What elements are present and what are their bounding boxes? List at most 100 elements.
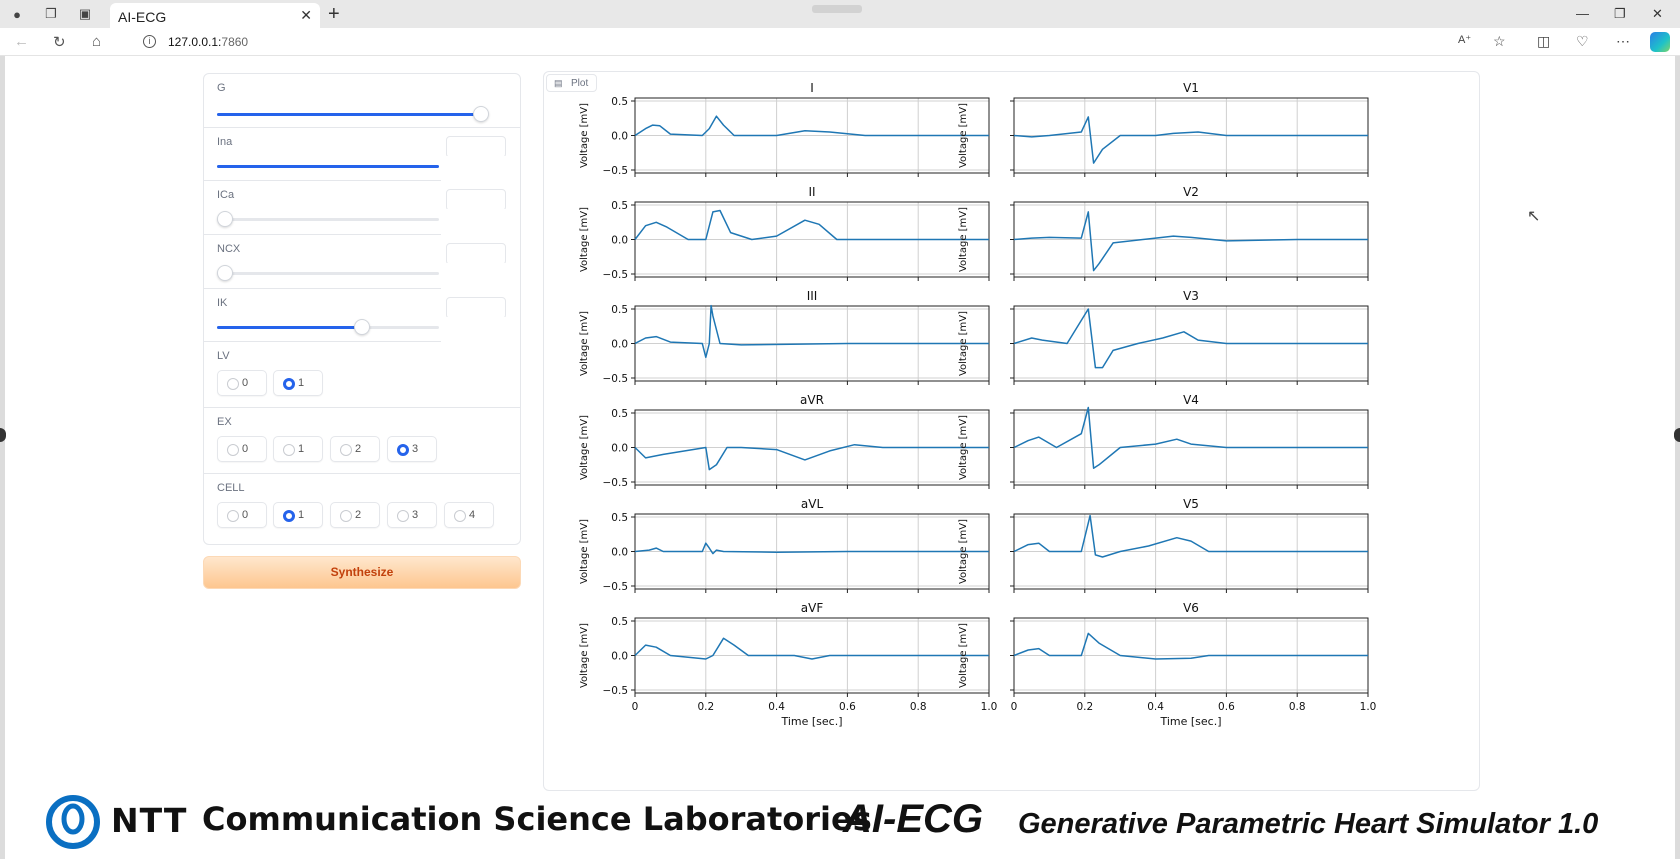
y-tick-label: 0.5	[611, 616, 628, 628]
slider-label-ina: Ina	[217, 136, 233, 148]
radio-group-label-cell: CELL	[217, 482, 245, 494]
y-axis-label: Voltage [mV]	[958, 519, 969, 584]
slider-label-ica: ICa	[217, 189, 235, 201]
slider-block-ina: Ina	[204, 128, 520, 188]
x-tick-label: 0.8	[1289, 701, 1306, 713]
radio-group-ex: EX 0 1 2 3	[204, 408, 520, 474]
app-page: G Ina ICa NCX	[5, 56, 1675, 856]
radio-option-label: 0	[242, 509, 249, 521]
radio-option-label: 0	[242, 377, 249, 389]
window-drag-handle[interactable]	[812, 5, 862, 13]
org-short-name: NTT	[111, 801, 188, 840]
ecg-trace-V6	[1013, 632, 1368, 660]
tab-actions-icon[interactable]: ▣	[78, 6, 92, 21]
x-tick-label: 0.2	[697, 701, 714, 713]
lead-title: aVR	[800, 393, 824, 407]
close-tab-icon[interactable]: ✕	[300, 7, 312, 23]
left-edge-handle[interactable]	[0, 428, 6, 442]
slider-block-ncx: NCX	[204, 235, 520, 295]
slider-ica[interactable]	[217, 211, 439, 227]
y-tick-label: 0.5	[611, 408, 628, 420]
y-axis-label: Voltage [mV]	[958, 207, 969, 272]
close-window-icon[interactable]: ✕	[1652, 6, 1663, 21]
x-axis-label: Time [sec.]	[780, 715, 842, 728]
lead-title: V4	[1183, 393, 1199, 407]
slider-ik[interactable]	[217, 319, 439, 335]
slider-g[interactable]	[217, 106, 489, 122]
slider-label-ncx: NCX	[217, 243, 241, 255]
lead-title: V1	[1183, 81, 1199, 95]
radio-option-label: 3	[412, 443, 419, 455]
y-tick-label: 0.0	[611, 131, 628, 143]
radio-ex-2[interactable]: 2	[330, 436, 380, 462]
lead-title: III	[807, 289, 818, 303]
radio-option-label: 1	[298, 377, 305, 389]
collections-icon[interactable]: ❐	[45, 6, 57, 21]
minimize-icon[interactable]: —	[1576, 6, 1589, 21]
radio-group-label-lv: LV	[217, 350, 230, 362]
slider-block-ica: ICa	[204, 181, 520, 241]
slider-thumb-g[interactable]	[473, 106, 489, 122]
y-axis-label: Voltage [mV]	[579, 519, 590, 584]
chart-icon: ▤	[554, 78, 563, 88]
radio-ex-0[interactable]: 0	[217, 436, 267, 462]
slider-ncx[interactable]	[217, 265, 439, 281]
x-tick-label: 0.4	[768, 701, 785, 713]
address-bar-row: ← ↻ ⌂ i 127.0.0.1:7860 A⁺ ☆ ◫ ♡ ⋯	[0, 28, 1680, 56]
new-tab-icon[interactable]: +	[328, 3, 340, 25]
number-input-ica[interactable]	[446, 189, 506, 211]
radio-lv-0[interactable]: 0	[217, 370, 267, 396]
x-tick-label: 1.0	[981, 701, 998, 713]
restore-icon[interactable]: ❐	[1614, 6, 1626, 21]
plot-badge: ▤ Plot	[546, 74, 598, 92]
more-menu-icon[interactable]: ⋯	[1616, 33, 1630, 49]
browser-tab[interactable]: AI-ECG ✕	[110, 3, 320, 28]
y-tick-label: 0.0	[611, 235, 628, 247]
y-axis-label: Voltage [mV]	[958, 623, 969, 688]
split-screen-icon[interactable]: ◫	[1537, 33, 1551, 49]
number-input-ncx[interactable]	[446, 243, 506, 265]
radio-cell-4[interactable]: 4	[444, 502, 494, 528]
y-tick-label: 0.0	[611, 547, 628, 559]
footer-banner: NTT Communication Science Laboratories A…	[5, 791, 1675, 859]
y-tick-label: 0.5	[611, 304, 628, 316]
reload-icon[interactable]: ↻	[53, 34, 66, 51]
number-input-ik[interactable]	[446, 297, 506, 319]
app-title: AI-ECG	[843, 797, 983, 841]
back-icon[interactable]: ←	[14, 33, 29, 50]
radio-lv-1[interactable]: 1	[273, 370, 323, 396]
copilot-icon[interactable]	[1650, 32, 1670, 52]
ecg-trace-V2	[1013, 211, 1368, 272]
read-aloud-icon[interactable]: A⁺	[1458, 34, 1472, 46]
radio-option-label: 4	[469, 509, 476, 521]
right-edge-handle[interactable]	[1674, 428, 1680, 442]
number-input-ina[interactable]	[446, 136, 506, 158]
radio-cell-1[interactable]: 1	[273, 502, 323, 528]
favorite-star-icon[interactable]: ☆	[1493, 33, 1506, 49]
radio-cell-2[interactable]: 2	[330, 502, 380, 528]
radio-ex-3[interactable]: 3	[387, 436, 437, 462]
x-axis-label: Time [sec.]	[1159, 715, 1221, 728]
app-subtitle: Generative Parametric Heart Simulator 1.…	[1018, 808, 1599, 840]
home-icon[interactable]: ⌂	[92, 33, 102, 50]
y-tick-label: −0.5	[603, 165, 629, 177]
radio-cell-3[interactable]: 3	[387, 502, 437, 528]
slider-ina[interactable]	[217, 165, 439, 168]
y-axis-label: Voltage [mV]	[958, 103, 969, 168]
radio-cell-0[interactable]: 0	[217, 502, 267, 528]
x-tick-label: 0.6	[839, 701, 856, 713]
plot-badge-label: Plot	[571, 78, 589, 89]
slider-thumb-ncx[interactable]	[217, 265, 233, 281]
site-info-icon[interactable]: i	[143, 35, 156, 48]
url-field[interactable]: 127.0.0.1:7860	[168, 35, 248, 49]
slider-thumb-ica[interactable]	[217, 211, 233, 227]
synthesize-button[interactable]: Synthesize	[203, 556, 521, 589]
ecg-trace-aVR	[634, 443, 989, 471]
radio-ex-1[interactable]: 1	[273, 436, 323, 462]
y-axis-label: Voltage [mV]	[579, 415, 590, 480]
y-axis-label: Voltage [mV]	[579, 207, 590, 272]
ecg-trace-V3	[1013, 308, 1368, 369]
profile-icon[interactable]: ●	[13, 6, 21, 22]
browser-essentials-icon[interactable]: ♡	[1576, 33, 1589, 49]
slider-thumb-ik[interactable]	[354, 319, 370, 335]
